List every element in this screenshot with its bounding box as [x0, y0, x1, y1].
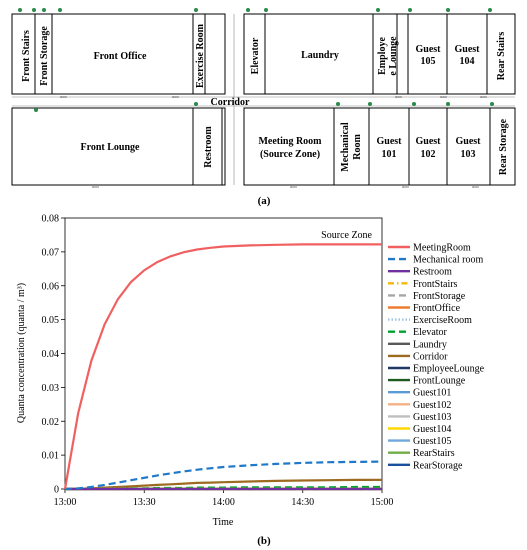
y-tick-label: 0.03: [42, 383, 60, 394]
y-axis-label: Quanta concentration (quanta / m³): [16, 283, 27, 423]
room-meeting-room-line1: Meeting Room: [258, 136, 322, 147]
room-guest-104-line1: Guest: [455, 44, 481, 55]
y-tick-label: 0.01: [42, 451, 60, 462]
svg-text:ooo: ooo: [172, 94, 179, 99]
room-exercise-room: Exercise Room: [195, 23, 206, 88]
room-mechanical-room-line2: Room: [352, 134, 363, 160]
room-guest-104-line2: 104: [460, 56, 475, 67]
room-front-stairs: Front Stairs: [21, 30, 32, 82]
room-guest-102-line2: 102: [421, 149, 436, 160]
room-mechanical-room-line1: Mechanical: [340, 122, 351, 172]
room-rear-stairs: Rear Stairs: [496, 32, 507, 81]
room-guest-105-line1: Guest: [416, 44, 442, 55]
source-zone-annotation: Source Zone: [321, 230, 372, 241]
legend-label: RearStairs: [413, 448, 455, 459]
y-tick-label: 0.05: [42, 315, 60, 326]
legend-label: FrontOffice: [413, 303, 461, 314]
legend-label: Guest102: [413, 400, 451, 411]
room-restroom: Restroom: [203, 126, 214, 168]
room-guest-105-line2: 105: [421, 56, 436, 67]
y-tick-label: 0: [54, 485, 59, 496]
y-tick-label: 0.08: [42, 214, 60, 225]
floor-plan-doors: ooo ooo ooo ooo ooo ooo ooo ooo ooo: [60, 94, 487, 189]
legend-label: Corridor: [413, 351, 448, 362]
legend-label: Guest101: [413, 388, 451, 399]
room-employee-lounge-line1: Employe: [377, 37, 388, 75]
room-elevator: Elevator: [250, 37, 261, 74]
legend-label: Elevator: [413, 327, 448, 338]
legend-label: Guest105: [413, 436, 451, 447]
room-front-storage: Front Storage: [39, 26, 50, 86]
x-tick-label: 13:30: [133, 497, 156, 508]
axis-ticks: 0 0.01 0.02 0.03 0.04 0.05 0.06 0.07 0.08 13:00 13…: [42, 214, 394, 509]
legend-label: MeetingRoom: [413, 243, 471, 254]
legend-label: Laundry: [413, 339, 447, 350]
floorplan-caption: (a): [258, 195, 271, 207]
corridor-label: Corridor: [211, 97, 250, 108]
room-guest-103-line1: Guest: [456, 136, 482, 147]
svg-text:ooo: ooo: [402, 184, 409, 189]
series-line-meetingroom: [63, 243, 382, 490]
floor-plan: ooo ooo ooo ooo ooo ooo ooo ooo ooo Front Stai…: [11, 8, 516, 207]
svg-text:ooo: ooo: [440, 94, 447, 99]
legend-label: EmployeeLounge: [413, 364, 485, 375]
room-guest-101-line1: Guest: [377, 136, 403, 147]
x-axis-label: Time: [213, 517, 234, 528]
room-meeting-room-line2: (Source Zone): [260, 149, 320, 160]
y-tick-label: 0.04: [42, 349, 60, 360]
legend-label: RearStorage: [413, 460, 463, 471]
legend-label: Guest104: [413, 424, 451, 435]
plot-frame: [64, 217, 383, 490]
room-laundry: Laundry: [301, 50, 339, 61]
legend-label: ExerciseRoom: [413, 315, 472, 326]
svg-text:ooo: ooo: [60, 94, 67, 99]
concentration-chart: 0 0.01 0.02 0.03 0.04 0.05 0.06 0.07 0.08 13:00 13…: [16, 214, 485, 548]
y-tick-label: 0.07: [42, 247, 60, 258]
x-tick-label: 15:00: [371, 497, 394, 508]
legend-label: Mechanical room: [413, 255, 483, 266]
room-guest-102-line1: Guest: [416, 136, 442, 147]
plot-area: [64, 217, 383, 490]
svg-text:ooo: ooo: [472, 184, 479, 189]
x-tick-label: 14:30: [291, 497, 314, 508]
x-tick-label: 14:00: [212, 497, 235, 508]
room-guest-101-line2: 101: [382, 149, 397, 160]
x-tick-label: 13:00: [54, 497, 77, 508]
svg-text:ooo: ooo: [92, 184, 99, 189]
room-rear-storage: Rear Storage: [498, 118, 509, 175]
legend-label: FrontStorage: [413, 291, 466, 302]
room-guest-103-line2: 103: [461, 149, 476, 160]
legend-label: Restroom: [413, 267, 452, 278]
series-lines: [63, 243, 383, 491]
svg-text:ooo: ooo: [480, 94, 487, 99]
chart-caption: (b): [257, 535, 271, 547]
legend-label: FrontLounge: [413, 376, 466, 387]
series-line-mechanical-room: [64, 460, 383, 491]
svg-text:ooo: ooo: [395, 94, 402, 99]
y-tick-label: 0.02: [42, 417, 60, 428]
legend-label: Guest103: [413, 412, 451, 423]
floor-plan-markers: [18, 8, 494, 112]
room-employee-lounge-line2: e Lounge: [388, 36, 399, 76]
floor-plan-walls: [11, 13, 516, 186]
y-tick-label: 0.06: [42, 281, 60, 292]
room-front-office: Front Office: [94, 51, 147, 62]
legend-label: FrontStairs: [413, 279, 458, 290]
room-front-lounge: Front Lounge: [81, 142, 141, 153]
svg-text:ooo: ooo: [290, 184, 297, 189]
